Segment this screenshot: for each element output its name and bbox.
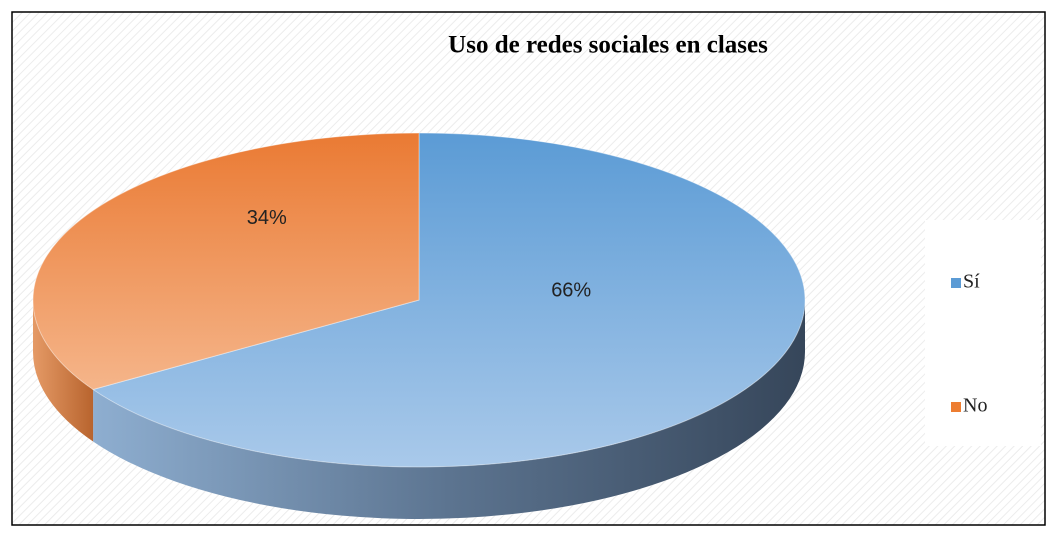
legend-label: No [963,395,987,417]
pie-slice [91,132,806,468]
legend-label: Sí [963,271,980,293]
chart-title: Uso de redes sociales en clases [448,32,768,59]
pie-side [93,300,806,519]
legend-swatch [951,402,961,412]
pie-slice [32,132,420,391]
data-label: 66% [551,279,591,301]
legend-box [925,220,1041,446]
data-label: 34% [247,207,287,229]
pie-side [33,300,94,442]
legend-swatch [951,278,961,288]
